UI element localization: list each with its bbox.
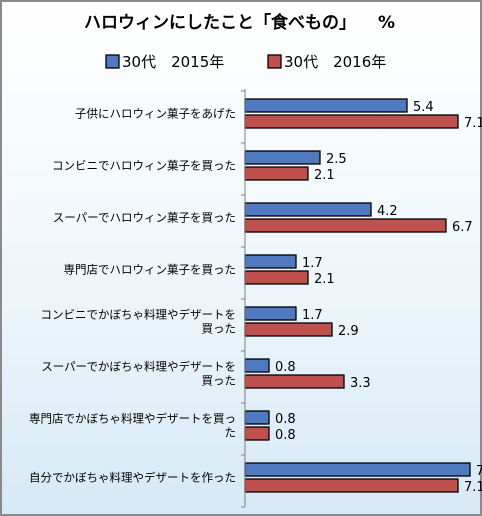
bar-2015-3 bbox=[244, 254, 297, 269]
value-label-2015-0: 5.4 bbox=[413, 100, 434, 115]
legend-swatch-2016 bbox=[267, 54, 282, 69]
value-label-2015-6: 0.8 bbox=[275, 412, 296, 427]
value-label-2016-4: 2.9 bbox=[338, 324, 359, 339]
category-label-0: 子供にハロウィン菓子をあげた bbox=[75, 107, 236, 121]
value-label-2016-7: 7.1 bbox=[464, 480, 482, 495]
bar-2016-2 bbox=[244, 218, 447, 233]
chart-title-unit: % bbox=[378, 13, 395, 33]
value-label-2016-2: 6.7 bbox=[452, 220, 473, 235]
bar-2016-5 bbox=[244, 374, 345, 389]
category-label-6-line-1: た bbox=[225, 426, 237, 440]
value-label-2015-4: 1.7 bbox=[302, 308, 323, 323]
value-label-2016-5: 3.3 bbox=[350, 376, 371, 391]
category-label-7: 自分でかぼちゃ料理やデザートを作った bbox=[29, 471, 236, 485]
category-label-4-line-1: 買った bbox=[202, 322, 237, 336]
value-label-2015-2: 4.2 bbox=[377, 204, 398, 219]
value-label-2015-3: 1.7 bbox=[302, 256, 323, 271]
bar-2016-6 bbox=[244, 426, 270, 441]
bar-2015-4 bbox=[244, 306, 297, 321]
value-label-2015-5: 0.8 bbox=[275, 360, 296, 375]
category-label-5-line-1: 買った bbox=[202, 374, 237, 388]
category-label-1: コンビニでハロウィン菓子を買った bbox=[52, 159, 236, 173]
category-label-5-line-0: スーパーでかぼちゃ料理やデザートを bbox=[41, 360, 236, 374]
bar-2016-3 bbox=[244, 270, 309, 285]
bar-2015-1 bbox=[244, 150, 321, 165]
legend-label-2015: 30代 2015年 bbox=[122, 53, 224, 71]
bar-2015-5 bbox=[244, 358, 270, 373]
value-label-2016-6: 0.8 bbox=[275, 428, 296, 443]
bar-2015-2 bbox=[244, 202, 372, 217]
category-label-4-line-0: コンビニでかぼちゃ料理やデザートを bbox=[41, 308, 237, 322]
value-label-2016-3: 2.1 bbox=[314, 272, 335, 287]
bar-2016-4 bbox=[244, 322, 333, 337]
value-label-2015-1: 2.5 bbox=[326, 152, 347, 167]
category-label-2: スーパーでハロウィン菓子を買った bbox=[53, 211, 236, 225]
bar-2016-7 bbox=[244, 478, 459, 493]
value-label-2015-7: 7.5 bbox=[476, 464, 482, 479]
category-label-6-line-0: 専門店でかぼちゃ料理やデザートを買っ bbox=[29, 412, 236, 426]
bar-2015-7 bbox=[244, 462, 471, 477]
value-label-2016-0: 7.1 bbox=[464, 116, 482, 131]
category-label-3: 専門店でハロウィン菓子を買った bbox=[64, 263, 237, 277]
legend-swatch-2015 bbox=[105, 54, 120, 69]
value-label-2016-1: 2.1 bbox=[314, 168, 335, 183]
bar-2016-1 bbox=[244, 166, 309, 181]
bar-2015-6 bbox=[244, 410, 270, 425]
bar-2015-0 bbox=[244, 98, 408, 113]
legend-label-2016: 30代 2016年 bbox=[284, 53, 386, 71]
bar-2016-0 bbox=[244, 114, 459, 129]
chart-title: ハロウィンにしたこと「食べもの」 bbox=[84, 12, 356, 33]
